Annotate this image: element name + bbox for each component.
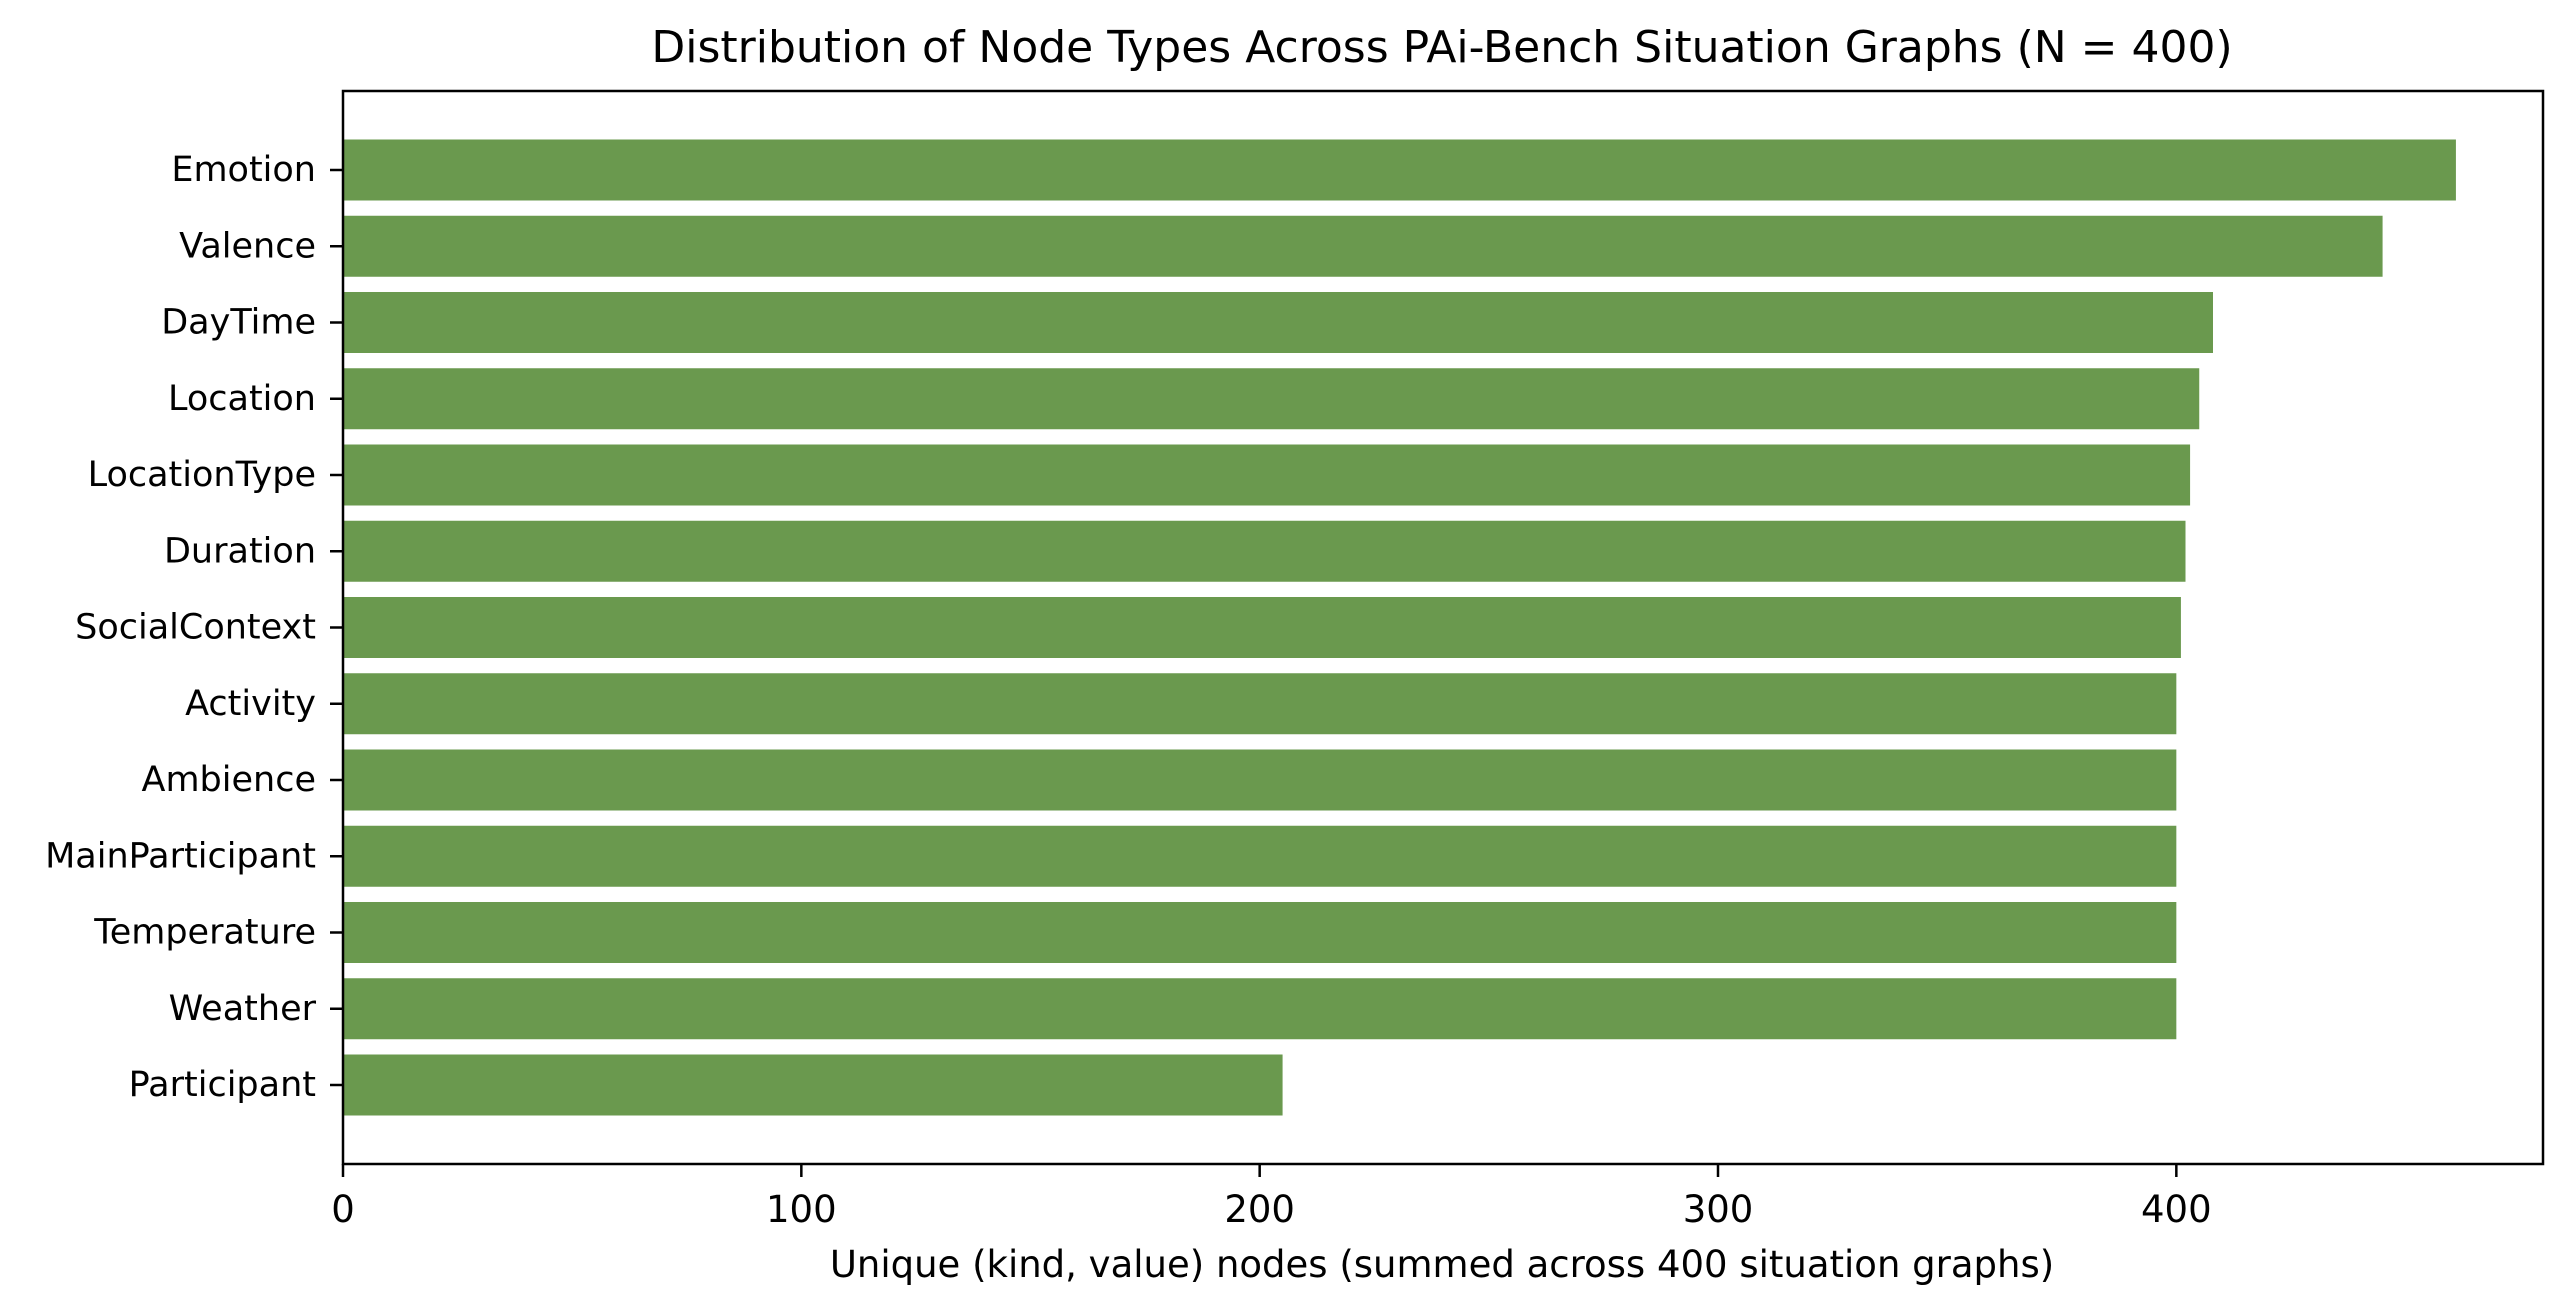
- y-tick-label: Duration: [164, 531, 316, 571]
- bars-group: [343, 139, 2456, 1116]
- y-tick-label: MainParticipant: [45, 836, 316, 876]
- bar-valence: [343, 215, 2383, 277]
- bar-location: [343, 368, 2200, 430]
- bar-daytime: [343, 292, 2213, 353]
- x-tick-label: 100: [766, 1188, 837, 1231]
- bar-activity: [343, 673, 2177, 735]
- x-tick-label: 200: [1224, 1188, 1295, 1231]
- bar-locationtype: [343, 444, 2191, 506]
- y-tick-label: Temperature: [93, 913, 316, 953]
- bar-emotion: [343, 139, 2456, 201]
- y-tick-label: Participant: [129, 1065, 316, 1105]
- x-axis-ticks: 0 100 200 300 400: [331, 1164, 2212, 1231]
- bar-temperature: [343, 902, 2177, 963]
- bar-socialcontext: [343, 597, 2181, 658]
- y-tick-label: SocialContext: [75, 608, 316, 648]
- y-tick-label: Emotion: [171, 150, 316, 190]
- x-tick-label: 400: [2141, 1188, 2212, 1231]
- y-tick-label: Valence: [179, 226, 316, 266]
- y-tick-label: LocationType: [88, 455, 316, 495]
- x-tick-label: 0: [331, 1188, 355, 1231]
- y-tick-label: DayTime: [161, 303, 316, 343]
- y-tick-label: Ambience: [142, 760, 316, 800]
- y-tick-label: Location: [168, 379, 316, 419]
- y-axis-ticks: Emotion Valence DayTime Location LocationTyp…: [45, 150, 343, 1105]
- chart-title: Distribution of Node Types Across PAi-Be…: [651, 22, 2232, 73]
- bar-mainparticipant: [343, 825, 2177, 887]
- x-tick-label: 300: [1683, 1188, 1754, 1231]
- y-tick-label: Weather: [169, 989, 317, 1029]
- x-axis-label: Unique (kind, value) nodes (summed acros…: [830, 1243, 2054, 1286]
- bar-duration: [343, 520, 2186, 582]
- y-tick-label: Activity: [185, 684, 316, 724]
- plot-frame: [341, 89, 2545, 1166]
- bar-participant: [343, 1054, 1283, 1116]
- bar-weather: [343, 978, 2177, 1040]
- bar-ambience: [343, 749, 2177, 811]
